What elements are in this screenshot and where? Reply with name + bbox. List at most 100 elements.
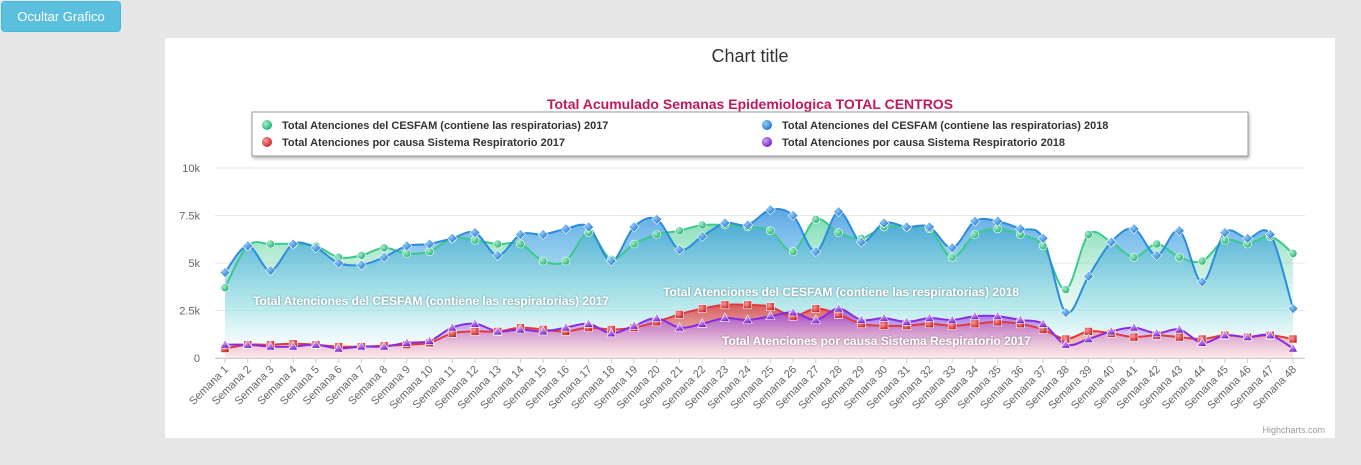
data-point [719, 312, 730, 322]
data-point [469, 318, 480, 328]
data-point [561, 256, 571, 266]
data-point [1175, 253, 1184, 262]
y-tick-label: 0 [194, 353, 200, 365]
data-point [947, 253, 957, 262]
data-point [242, 339, 253, 349]
legend-symbol [762, 137, 772, 147]
data-point [1060, 339, 1071, 349]
data-point [1105, 236, 1117, 248]
data-point [537, 229, 549, 240]
data-point [720, 300, 730, 310]
data-point [1083, 333, 1094, 343]
data-point [697, 318, 708, 328]
data-point [401, 337, 412, 347]
data-point [947, 314, 958, 324]
data-point [220, 283, 230, 292]
data-point [265, 265, 276, 277]
data-point [1197, 256, 1207, 266]
legend-box [251, 111, 1249, 157]
credits-link[interactable]: Highcharts.com [1262, 425, 1325, 435]
data-point [424, 238, 435, 250]
data-point [629, 239, 639, 249]
legend-symbol [262, 120, 272, 130]
data-point [1174, 323, 1185, 334]
data-point [697, 220, 707, 230]
data-point [605, 255, 617, 267]
data-point [583, 221, 594, 233]
data-point [1014, 223, 1026, 235]
area-chart: Chart title Total Acumulado Semanas Epid… [179, 46, 1325, 435]
data-point [675, 226, 684, 235]
data-point [1288, 342, 1298, 353]
data-point [901, 221, 913, 233]
data-point [969, 310, 980, 320]
data-point [1151, 327, 1162, 338]
data-point [493, 239, 502, 249]
data-point [379, 340, 390, 351]
data-point [1242, 331, 1253, 341]
data-point [810, 246, 822, 258]
data-point [1152, 239, 1161, 249]
data-point [265, 340, 276, 351]
data-point [878, 217, 890, 229]
data-point [492, 249, 504, 261]
chart-subtitle: Total Acumulado Semanas Epidemiologica T… [547, 96, 953, 112]
data-point [1288, 334, 1298, 344]
y-tick-label: 5k [188, 258, 200, 270]
data-point [515, 323, 526, 334]
legend-symbol [262, 137, 272, 147]
data-point [901, 316, 912, 326]
data-point [1037, 232, 1049, 244]
data-point [219, 267, 231, 278]
series-data-label: Total Atenciones del CESFAM (contiene la… [663, 285, 1019, 299]
data-point [220, 339, 230, 349]
data-point [1288, 249, 1298, 258]
series-data-labels: Total Atenciones del CESFAM (contiene la… [253, 285, 1031, 348]
data-point [992, 215, 1004, 227]
data-point [674, 321, 685, 332]
data-point [288, 340, 299, 351]
data-point [766, 226, 775, 235]
data-point [516, 239, 525, 249]
data-point [1175, 332, 1184, 342]
data-point [378, 251, 390, 263]
data-point [287, 238, 299, 250]
data-point [628, 221, 640, 233]
data-point [743, 300, 752, 310]
series-data-label: Total Atenciones por causa Sistema Respi… [722, 334, 1031, 348]
data-point [651, 213, 663, 225]
data-point [470, 327, 480, 336]
data-point [970, 230, 980, 239]
data-point [810, 314, 821, 324]
data-point [1196, 276, 1208, 288]
data-point [719, 217, 731, 229]
data-point [856, 314, 867, 324]
data-point [833, 206, 844, 218]
data-point [266, 239, 275, 249]
data-point [878, 312, 889, 322]
data-point [492, 325, 503, 336]
legend: Total Atenciones del CESFAM (contiene la… [251, 111, 1249, 157]
data-point [855, 236, 867, 248]
data-point [946, 242, 958, 254]
chart-container: Chart title Total Acumulado Semanas Epid… [165, 38, 1335, 438]
data-point [992, 310, 1003, 320]
data-point [424, 335, 435, 345]
data-point [1219, 227, 1231, 239]
data-point [764, 204, 776, 216]
data-point [765, 310, 776, 320]
data-point [560, 223, 572, 235]
legend-item-label: Total Atenciones del CESFAM (contiene la… [782, 120, 1108, 132]
data-point [538, 325, 549, 336]
hide-chart-button[interactable]: Ocultar Grafico [1, 1, 121, 32]
data-point [1219, 329, 1230, 339]
data-point [834, 228, 843, 237]
data-point [583, 318, 594, 328]
data-point [1129, 253, 1139, 262]
legend-item-label: Total Atenciones por causa Sistema Respi… [782, 137, 1065, 149]
data-point [333, 342, 344, 353]
data-point [1061, 285, 1071, 294]
data-point [1197, 337, 1208, 347]
data-point [355, 259, 367, 271]
